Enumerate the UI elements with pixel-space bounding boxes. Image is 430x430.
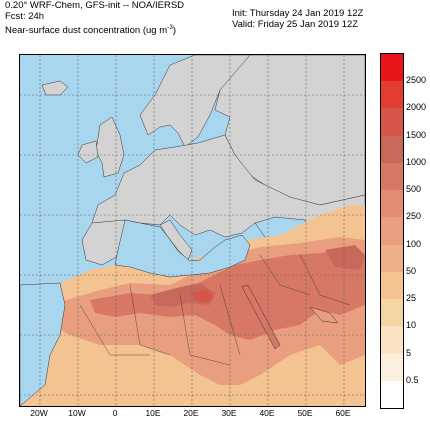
land-ireland xyxy=(77,140,99,164)
longitude-label: 60E xyxy=(335,408,351,418)
longitude-label: 10E xyxy=(145,408,161,418)
longitude-label: 20E xyxy=(183,408,199,418)
forecast-hour: Fcst: 24h xyxy=(5,11,45,22)
longitude-label: 50E xyxy=(297,408,313,418)
colorbar-label: 1500 xyxy=(406,129,427,140)
valid-time: Valid: Friday 25 Jan 2019 12Z xyxy=(232,19,359,30)
colorbar-swatch xyxy=(381,217,403,246)
longitude-label: 20W xyxy=(30,408,48,418)
colorbar-swatch xyxy=(381,54,403,82)
colorbar-swatch xyxy=(381,271,403,300)
mediterranean-sea xyxy=(114,219,251,278)
longitude-label: 0 xyxy=(112,408,118,418)
dust-map xyxy=(19,54,366,407)
dust-high xyxy=(90,250,365,340)
longitude-label: 40E xyxy=(259,408,275,418)
colorbar-label: 250 xyxy=(406,211,422,222)
colorbar-label: 50 xyxy=(406,265,417,276)
colorbar-swatch xyxy=(381,135,403,164)
colorbar-swatch xyxy=(381,244,403,273)
run-info-block: Init: Thursday 24 Jan 2019 12Z Valid: Fr… xyxy=(232,8,363,30)
red-sea xyxy=(241,284,281,350)
colorbar-swatch xyxy=(381,162,403,191)
graticule xyxy=(20,55,365,406)
colorbar-label: 25 xyxy=(406,293,417,304)
colorbar-label: 500 xyxy=(406,184,422,195)
colorbar-label: 0.5 xyxy=(406,374,419,385)
colorbar-swatch xyxy=(381,326,403,355)
land-scandinavia xyxy=(139,55,251,148)
variable-title: Near-surface dust concentration (ug m-3) xyxy=(5,22,184,36)
country-borders xyxy=(79,254,351,366)
colorbar-swatch xyxy=(381,81,403,109)
variable-title-close: ) xyxy=(172,25,177,37)
dust-caspian-region xyxy=(325,245,365,270)
colorbar-swatch xyxy=(381,380,403,409)
colorbar xyxy=(380,53,404,409)
colorbar-label: 10 xyxy=(406,320,417,331)
colorbar-swatch xyxy=(381,299,403,327)
atlantic-africa-coast xyxy=(20,282,66,406)
colorbar-label: 100 xyxy=(406,238,422,249)
variable-title-text: Near-surface dust concentration (ug m xyxy=(5,25,168,37)
colorbar-swatch xyxy=(381,108,403,137)
persian-gulf xyxy=(309,306,339,324)
land-iceland xyxy=(41,80,69,96)
colorbar-swatch xyxy=(381,190,403,218)
longitude-label: 10W xyxy=(68,408,86,418)
colorbar-label: 5 xyxy=(406,347,412,358)
dust-peak xyxy=(192,289,214,303)
variable-title-exponent: -3 xyxy=(167,24,173,31)
longitude-label: 30E xyxy=(221,408,237,418)
colorbar-label: 1000 xyxy=(406,156,427,167)
map-canvas xyxy=(20,55,365,406)
colorbar-label: 2500 xyxy=(406,75,427,86)
model-title: 0.20° WRF-Chem, GFS-init -- NOA/IERSD xyxy=(5,0,185,11)
init-time: Init: Thursday 24 Jan 2019 12Z xyxy=(232,8,364,19)
colorbar-label: 2000 xyxy=(406,102,427,113)
colorbar-swatch xyxy=(381,353,403,382)
map-title-block: 0.20° WRF-Chem, GFS-init -- NOA/IERSD Fc… xyxy=(5,0,184,36)
